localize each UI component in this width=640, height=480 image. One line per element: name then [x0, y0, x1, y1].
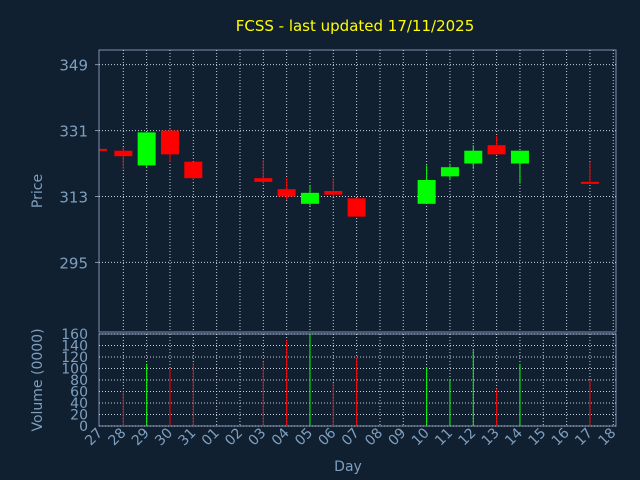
x-tick-label: 15	[525, 425, 549, 449]
x-axis-label: Day	[334, 459, 362, 475]
x-tick-label: 29	[129, 425, 153, 449]
volume-tick-label: 160	[61, 327, 88, 343]
x-tick-label: 07	[339, 425, 363, 449]
x-tick-label: 04	[269, 425, 293, 449]
price-tick-label: 295	[59, 254, 88, 272]
candle-body	[300, 192, 319, 204]
candle	[464, 145, 483, 170]
candle-body	[160, 130, 179, 155]
candle	[160, 128, 179, 162]
candle-body	[580, 181, 599, 184]
candle-body	[277, 189, 296, 197]
volume-tick-label: 60	[70, 385, 88, 401]
price-panel-frame	[98, 49, 617, 333]
candle-body	[464, 150, 483, 164]
candle	[347, 198, 366, 217]
x-tick-label: 18	[595, 425, 619, 449]
x-tick-label: 06	[316, 425, 340, 449]
candles	[99, 128, 599, 217]
x-tick-label: 13	[479, 425, 503, 449]
candle	[324, 178, 343, 197]
x-tick-label: 08	[362, 425, 386, 449]
x-tick-label: 16	[549, 425, 573, 449]
x-tick-label: 30	[152, 425, 176, 449]
candle-body	[347, 198, 366, 217]
price-axis-label: Price	[30, 174, 46, 208]
candle	[300, 185, 319, 206]
price-tick-labels: 295 313 331 349	[59, 57, 99, 272]
candle	[137, 132, 156, 168]
candle	[417, 165, 436, 204]
volume-tick-label: 140	[61, 339, 88, 355]
x-tick-label: 02	[222, 425, 246, 449]
x-tick-label: 31	[176, 425, 200, 449]
candle	[99, 148, 107, 151]
candle	[254, 159, 273, 184]
volume-tick-label: 80	[70, 373, 88, 389]
volume-tick-label: 100	[61, 362, 88, 378]
candle-body	[417, 180, 436, 204]
candle	[277, 178, 296, 201]
volume-bars	[122, 334, 591, 426]
volume-tick-label: 0	[79, 419, 88, 435]
chart-title: FCSS - last updated 17/11/2025	[236, 17, 475, 35]
volume-tick-label: 40	[70, 396, 88, 412]
candle	[184, 161, 203, 181]
candle	[487, 136, 506, 155]
candle-body	[487, 145, 506, 155]
volume-tick-label: 120	[61, 350, 88, 366]
x-tick-label: 01	[199, 425, 223, 449]
candle-body	[114, 150, 133, 157]
candle-body	[137, 132, 156, 166]
x-tick-label: 03	[246, 425, 270, 449]
price-tick-label: 331	[59, 123, 88, 141]
x-tick-label: 09	[386, 425, 410, 449]
candle-body	[100, 148, 107, 151]
x-tick-label: 10	[409, 425, 433, 449]
price-grid	[99, 50, 616, 332]
x-tick-label: 12	[455, 425, 479, 449]
candle-body	[510, 150, 529, 164]
candle	[510, 150, 529, 184]
candle	[114, 147, 133, 170]
x-tick-labels: 27 28 29 30 31 01 02 03 04 05 06 07 08 09 10 11 12 13 14 15…	[82, 425, 619, 449]
candle-body	[324, 191, 343, 195]
price-tick-label: 313	[59, 188, 88, 206]
candle	[440, 163, 459, 181]
candle-body	[440, 167, 459, 177]
candle	[580, 161, 599, 184]
candle-body	[254, 178, 273, 182]
x-tick-label: 11	[432, 425, 456, 449]
candle-body	[184, 161, 203, 179]
volume-axis-label: Volume (0000)	[30, 328, 46, 431]
x-tick-label: 17	[572, 425, 596, 449]
x-tick-label: 14	[502, 425, 526, 449]
x-tick-label: 05	[292, 425, 316, 449]
price-tick-label: 349	[59, 57, 88, 75]
x-tick-label: 28	[106, 425, 130, 449]
volume-grid	[99, 333, 616, 427]
volume-tick-label: 20	[70, 408, 88, 424]
